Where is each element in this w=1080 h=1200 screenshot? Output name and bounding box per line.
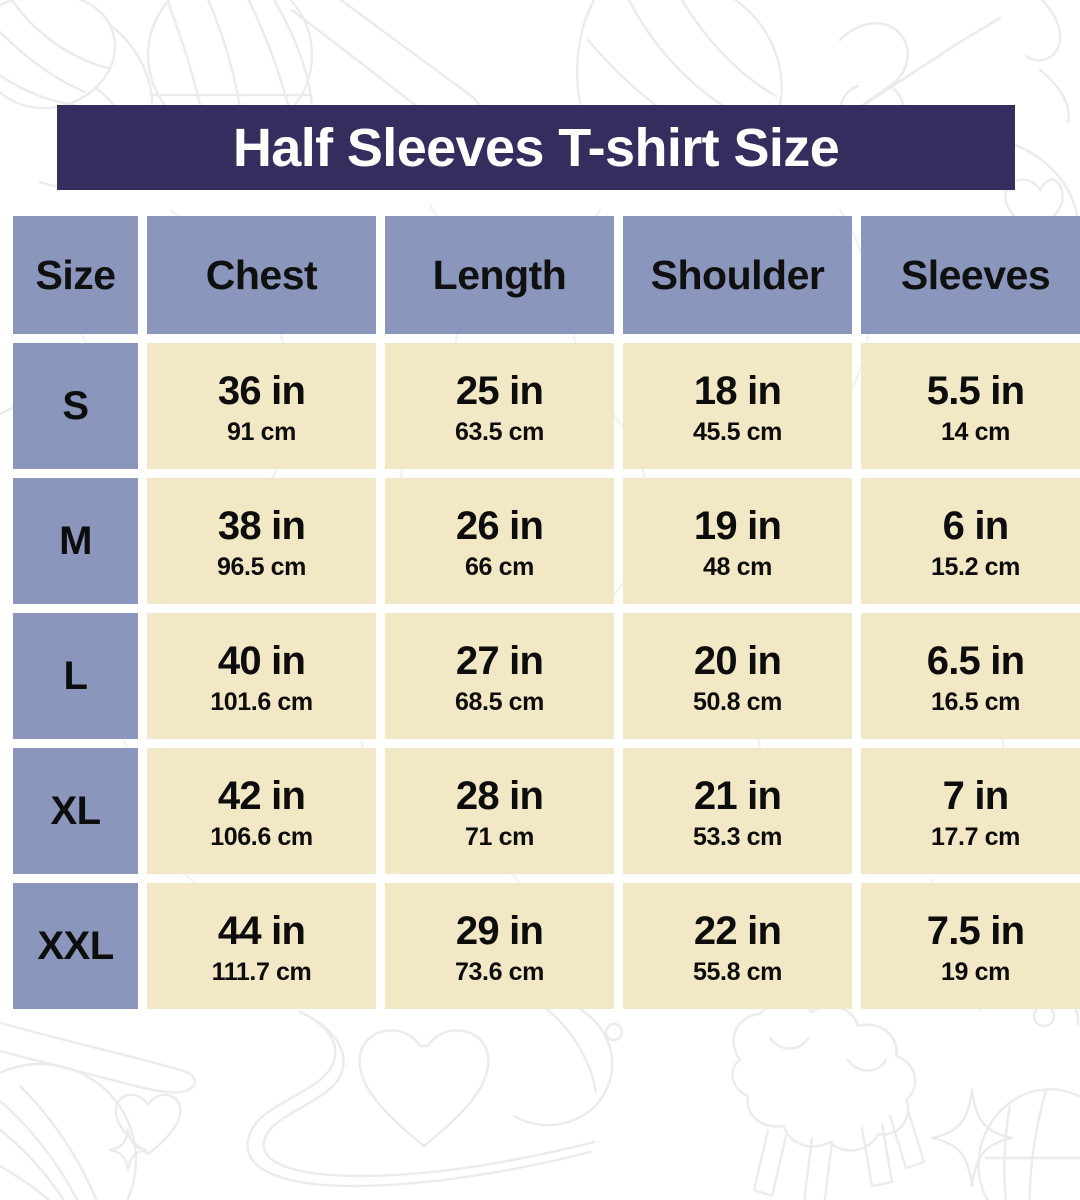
value-inches: 38 in xyxy=(217,503,306,548)
length-cell: 27 in 68.5 cm xyxy=(385,613,614,739)
value-centimeters: 19 cm xyxy=(941,957,1010,986)
chest-cell: 40 in 101.6 cm xyxy=(147,613,376,739)
size-cell: XXL xyxy=(13,883,138,1009)
value-centimeters: 16.5 cm xyxy=(931,687,1020,716)
chest-cell: 42 in 106.6 cm xyxy=(147,748,376,874)
sleeves-cell: 7.5 in 19 cm xyxy=(861,883,1080,1009)
value-centimeters: 50.8 cm xyxy=(693,687,782,716)
value-inches: 6 in xyxy=(942,503,1010,548)
header-label-shoulder: Shoulder xyxy=(650,251,825,298)
value-centimeters: 45.5 cm xyxy=(693,417,782,446)
shoulder-cell: 20 in 50.8 cm xyxy=(623,613,852,739)
sleeves-cell: 5.5 in 14 cm xyxy=(861,343,1080,469)
value-inches: 5.5 in xyxy=(926,368,1025,413)
value-inches: 25 in xyxy=(455,368,544,413)
page-title: Half Sleeves T-shirt Size xyxy=(232,117,840,178)
table-row: M 38 in 96.5 cm 26 in 66 cm 19 in 48 cm … xyxy=(13,478,1080,604)
value-inches: 7.5 in xyxy=(926,908,1025,953)
header-label-length: Length xyxy=(432,251,567,298)
size-label: M xyxy=(59,519,92,563)
value-centimeters: 71 cm xyxy=(465,822,534,851)
table-row: XL 42 in 106.6 cm 28 in 71 cm 21 in 53.3… xyxy=(13,748,1080,874)
header-label-sleeves: Sleeves xyxy=(900,251,1051,298)
value-inches: 40 in xyxy=(217,638,306,683)
value-inches: 22 in xyxy=(693,908,782,953)
value-inches: 7 in xyxy=(942,773,1010,818)
chest-cell: 38 in 96.5 cm xyxy=(147,478,376,604)
size-table: Size Chest Length Shoulder Sleeves S 36 … xyxy=(13,216,1080,1018)
value-centimeters: 55.8 cm xyxy=(693,957,782,986)
value-centimeters: 106.6 cm xyxy=(210,822,313,851)
value-centimeters: 14 cm xyxy=(941,417,1010,446)
length-cell: 25 in 63.5 cm xyxy=(385,343,614,469)
title-banner: Half Sleeves T-shirt Size xyxy=(57,105,1015,190)
value-inches: 44 in xyxy=(217,908,306,953)
sleeves-cell: 7 in 17.7 cm xyxy=(861,748,1080,874)
value-centimeters: 101.6 cm xyxy=(210,687,313,716)
shoulder-cell: 21 in 53.3 cm xyxy=(623,748,852,874)
header-cell-chest: Chest xyxy=(147,216,376,334)
value-inches: 42 in xyxy=(217,773,306,818)
size-cell: L xyxy=(13,613,138,739)
size-label: XXL xyxy=(37,924,114,968)
table-row: XXL 44 in 111.7 cm 29 in 73.6 cm 22 in 5… xyxy=(13,883,1080,1009)
value-centimeters: 53.3 cm xyxy=(693,822,782,851)
value-centimeters: 66 cm xyxy=(465,552,534,581)
length-cell: 28 in 71 cm xyxy=(385,748,614,874)
shoulder-cell: 22 in 55.8 cm xyxy=(623,883,852,1009)
header-cell-length: Length xyxy=(385,216,614,334)
sleeves-cell: 6.5 in 16.5 cm xyxy=(861,613,1080,739)
value-inches: 19 in xyxy=(693,503,782,548)
size-label: S xyxy=(62,384,89,428)
value-inches: 26 in xyxy=(455,503,544,548)
header-cell-shoulder: Shoulder xyxy=(623,216,852,334)
value-inches: 28 in xyxy=(455,773,544,818)
table-row: S 36 in 91 cm 25 in 63.5 cm 18 in 45.5 c… xyxy=(13,343,1080,469)
value-inches: 27 in xyxy=(455,638,544,683)
value-centimeters: 111.7 cm xyxy=(211,957,312,986)
shoulder-cell: 19 in 48 cm xyxy=(623,478,852,604)
shoulder-cell: 18 in 45.5 cm xyxy=(623,343,852,469)
length-cell: 26 in 66 cm xyxy=(385,478,614,604)
value-inches: 6.5 in xyxy=(926,638,1025,683)
value-inches: 20 in xyxy=(693,638,782,683)
sleeves-cell: 6 in 15.2 cm xyxy=(861,478,1080,604)
size-cell: M xyxy=(13,478,138,604)
header-cell-sleeves: Sleeves xyxy=(861,216,1080,334)
size-cell: XL xyxy=(13,748,138,874)
value-inches: 18 in xyxy=(693,368,782,413)
value-centimeters: 91 cm xyxy=(227,417,296,446)
length-cell: 29 in 73.6 cm xyxy=(385,883,614,1009)
value-centimeters: 63.5 cm xyxy=(455,417,544,446)
value-centimeters: 68.5 cm xyxy=(455,687,544,716)
header-cell-size: Size xyxy=(13,216,138,334)
table-row: L 40 in 101.6 cm 27 in 68.5 cm 20 in 50.… xyxy=(13,613,1080,739)
size-label: L xyxy=(63,654,88,698)
value-inches: 36 in xyxy=(217,368,306,413)
size-cell: S xyxy=(13,343,138,469)
value-inches: 29 in xyxy=(455,908,544,953)
value-centimeters: 48 cm xyxy=(703,552,772,581)
header-label-size: Size xyxy=(35,251,116,298)
value-centimeters: 73.6 cm xyxy=(455,957,544,986)
chest-cell: 44 in 111.7 cm xyxy=(147,883,376,1009)
size-label: XL xyxy=(50,789,101,833)
chest-cell: 36 in 91 cm xyxy=(147,343,376,469)
value-inches: 21 in xyxy=(693,773,782,818)
table-header-row: Size Chest Length Shoulder Sleeves xyxy=(13,216,1080,334)
value-centimeters: 17.7 cm xyxy=(931,822,1020,851)
value-centimeters: 15.2 cm xyxy=(931,552,1020,581)
header-label-chest: Chest xyxy=(205,251,318,298)
value-centimeters: 96.5 cm xyxy=(217,552,306,581)
